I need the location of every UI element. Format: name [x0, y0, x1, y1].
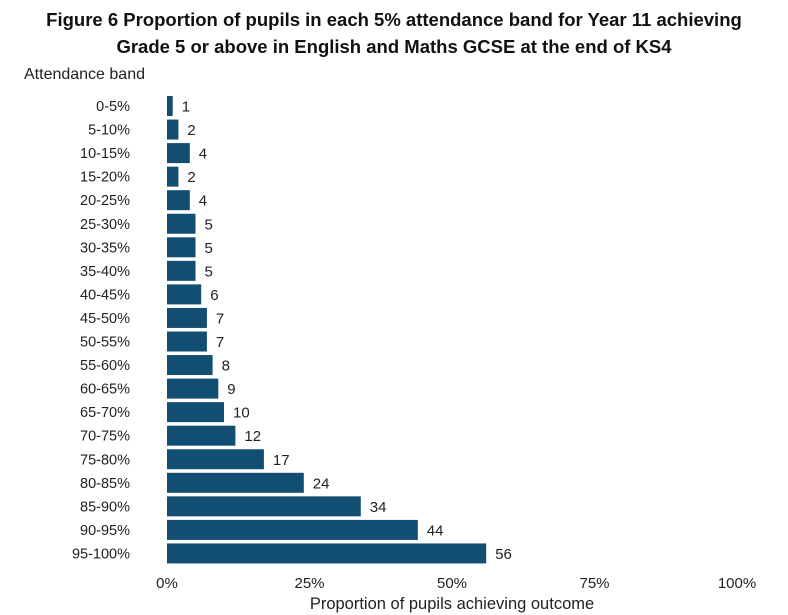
- y-axis-title: Attendance band: [24, 66, 145, 83]
- category-label: 80-85%: [80, 476, 130, 492]
- bar-40-45%: [167, 284, 202, 305]
- value-label: 4: [199, 146, 207, 163]
- bar-55-60%: [167, 355, 213, 376]
- x-tick-label: 100%: [718, 575, 756, 592]
- chart-title: Figure 6 Proportion of pupils in each 5%…: [0, 6, 788, 60]
- value-label: 56: [495, 546, 512, 563]
- bar-20-25%: [167, 190, 190, 211]
- x-tick-labels: 0% 25% 50% 75% 100%: [156, 575, 756, 592]
- value-label: 5: [205, 263, 213, 280]
- bar-45-50%: [167, 307, 207, 328]
- category-label: 40-45%: [80, 287, 130, 303]
- value-label: 7: [216, 334, 224, 351]
- value-label: 2: [187, 122, 195, 139]
- category-label: 65-70%: [80, 405, 130, 421]
- category-label: 30-35%: [80, 240, 130, 256]
- category-label: 75-80%: [80, 452, 130, 468]
- bar-15-20%: [167, 166, 179, 187]
- category-label: 5-10%: [88, 123, 130, 139]
- x-tick-label: 0%: [156, 575, 178, 592]
- value-label: 34: [370, 499, 387, 516]
- category-label: 55-60%: [80, 358, 130, 374]
- value-label: 7: [216, 310, 224, 327]
- category-label: 95-100%: [72, 546, 130, 562]
- bars-group: [167, 96, 487, 564]
- bar-35-40%: [167, 260, 196, 281]
- category-label: 45-50%: [80, 311, 130, 327]
- bar-30-35%: [167, 237, 196, 258]
- value-label: 2: [187, 169, 195, 186]
- category-label: 90-95%: [80, 523, 130, 539]
- bar-60-65%: [167, 378, 219, 399]
- bar-5-10%: [167, 119, 179, 140]
- x-tick-label: 25%: [294, 575, 324, 592]
- value-label: 24: [313, 475, 330, 492]
- category-label: 35-40%: [80, 264, 130, 280]
- bar-80-85%: [167, 472, 304, 493]
- bar-25-30%: [167, 213, 196, 234]
- bar-0-5%: [167, 96, 173, 116]
- bar-70-75%: [167, 425, 236, 446]
- bar-75-80%: [167, 449, 264, 470]
- bar-65-70%: [167, 402, 224, 423]
- value-label: 1: [182, 99, 190, 116]
- value-label: 8: [222, 358, 230, 375]
- chart-title-line-2: Grade 5 or above in English and Maths GC…: [116, 36, 672, 57]
- category-label: 0-5%: [96, 99, 130, 115]
- category-label: 15-20%: [80, 170, 130, 186]
- value-label: 9: [227, 381, 235, 398]
- category-label: 10-15%: [80, 146, 130, 162]
- bar-10-15%: [167, 143, 190, 164]
- bar-90-95%: [167, 519, 418, 540]
- value-label: 5: [205, 240, 213, 257]
- category-labels: 0-5% 5-10% 10-15% 15-20% 20-25% 25-30% 30-35% 3…: [72, 99, 130, 562]
- value-label: 12: [244, 428, 261, 445]
- value-label: 5: [205, 216, 213, 233]
- x-tick-label: 50%: [437, 575, 467, 592]
- value-label: 4: [199, 193, 207, 210]
- value-label: 17: [273, 452, 290, 469]
- value-label: 44: [427, 522, 444, 539]
- bar-95-100%: [167, 543, 487, 564]
- category-label: 20-25%: [80, 193, 130, 209]
- bar-85-90%: [167, 496, 361, 517]
- category-label: 50-55%: [80, 335, 130, 351]
- bar-50-55%: [167, 331, 207, 352]
- category-label: 70-75%: [80, 429, 130, 445]
- value-label: 6: [210, 287, 218, 304]
- value-label: 10: [233, 405, 250, 422]
- chart-title-line-1: Figure 6 Proportion of pupils in each 5%…: [46, 9, 742, 30]
- x-tick-label: 75%: [579, 575, 609, 592]
- category-label: 85-90%: [80, 499, 130, 515]
- category-label: 25-30%: [80, 217, 130, 233]
- category-label: 60-65%: [80, 382, 130, 398]
- x-axis-title: Proportion of pupils achieving outcome: [310, 595, 594, 613]
